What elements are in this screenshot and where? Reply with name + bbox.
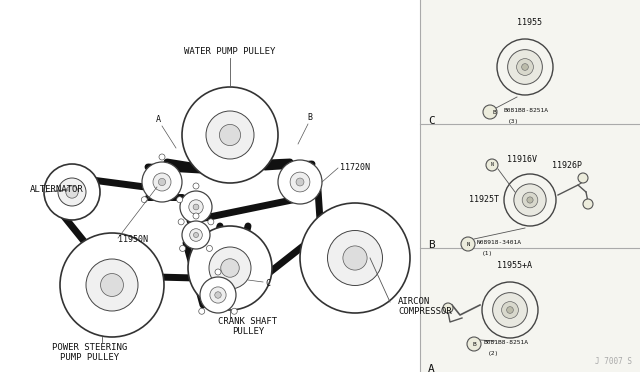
Circle shape: [193, 213, 199, 219]
Circle shape: [182, 221, 210, 249]
Text: 11955+A: 11955+A: [497, 261, 532, 270]
Circle shape: [193, 183, 199, 189]
Text: (3): (3): [508, 119, 519, 124]
Circle shape: [188, 226, 272, 310]
Circle shape: [504, 174, 556, 226]
Circle shape: [209, 247, 251, 289]
Text: (2): (2): [488, 350, 499, 356]
Text: CRANK SHAFT: CRANK SHAFT: [218, 317, 278, 327]
Circle shape: [189, 229, 202, 241]
Text: B: B: [492, 109, 496, 115]
Circle shape: [44, 164, 100, 220]
Circle shape: [482, 282, 538, 338]
Text: C: C: [428, 116, 435, 126]
Circle shape: [508, 49, 542, 84]
Circle shape: [231, 308, 237, 314]
Text: B081B8-8251A: B081B8-8251A: [484, 340, 529, 344]
Circle shape: [142, 162, 182, 202]
Circle shape: [86, 259, 138, 311]
Circle shape: [178, 219, 184, 225]
Circle shape: [467, 337, 481, 351]
Circle shape: [493, 293, 527, 327]
Circle shape: [221, 259, 239, 277]
Circle shape: [461, 237, 475, 251]
Text: N: N: [491, 163, 493, 167]
Text: ALTERNATOR: ALTERNATOR: [30, 186, 84, 195]
Circle shape: [58, 178, 86, 206]
Circle shape: [182, 87, 278, 183]
Text: WATER PUMP PULLEY: WATER PUMP PULLEY: [184, 48, 276, 57]
Circle shape: [180, 246, 186, 251]
Text: 11916V: 11916V: [507, 155, 537, 164]
Circle shape: [66, 186, 78, 198]
Text: B: B: [472, 341, 476, 346]
Circle shape: [583, 199, 593, 209]
Circle shape: [290, 172, 310, 192]
Circle shape: [443, 303, 453, 313]
Text: B: B: [428, 240, 435, 250]
Circle shape: [300, 203, 410, 313]
Circle shape: [497, 39, 553, 95]
Circle shape: [206, 111, 254, 159]
Text: B: B: [307, 113, 312, 122]
Text: POWER STEERING: POWER STEERING: [52, 343, 127, 353]
Circle shape: [328, 231, 383, 285]
Text: B081B8-8251A: B081B8-8251A: [504, 108, 549, 112]
Circle shape: [502, 302, 518, 318]
Circle shape: [215, 269, 221, 275]
Circle shape: [210, 287, 226, 303]
Circle shape: [180, 191, 212, 223]
Circle shape: [343, 246, 367, 270]
Text: 11950N: 11950N: [118, 235, 148, 244]
Circle shape: [220, 125, 241, 145]
Circle shape: [207, 246, 212, 251]
Circle shape: [296, 178, 304, 186]
Text: PULLEY: PULLEY: [232, 327, 264, 337]
Text: A: A: [428, 364, 435, 372]
Circle shape: [208, 219, 214, 225]
Text: N08918-3401A: N08918-3401A: [477, 240, 522, 244]
Circle shape: [141, 197, 147, 203]
Text: N: N: [467, 241, 470, 247]
Text: 11925T: 11925T: [469, 196, 499, 205]
Circle shape: [60, 233, 164, 337]
Text: 11720N: 11720N: [340, 164, 370, 173]
Circle shape: [522, 64, 529, 70]
Text: 11955: 11955: [518, 18, 543, 27]
Text: A: A: [156, 115, 161, 125]
Circle shape: [100, 273, 124, 296]
Bar: [420, 0, 640, 372]
Circle shape: [177, 197, 182, 203]
Text: J 7007 S: J 7007 S: [595, 357, 632, 366]
Circle shape: [507, 307, 513, 313]
Circle shape: [278, 160, 322, 204]
Circle shape: [514, 184, 546, 216]
Circle shape: [159, 179, 166, 186]
Circle shape: [193, 232, 198, 237]
Circle shape: [578, 173, 588, 183]
Circle shape: [527, 197, 533, 203]
Text: AIRCON: AIRCON: [398, 298, 430, 307]
Circle shape: [522, 192, 538, 208]
Text: PUMP PULLEY: PUMP PULLEY: [60, 353, 120, 362]
Circle shape: [199, 308, 205, 314]
Circle shape: [193, 204, 199, 210]
Circle shape: [153, 173, 171, 191]
Text: C: C: [265, 279, 270, 288]
Circle shape: [200, 277, 236, 313]
Circle shape: [159, 154, 165, 160]
Text: (1): (1): [482, 250, 493, 256]
Circle shape: [486, 159, 498, 171]
Text: COMPRESSOR: COMPRESSOR: [398, 308, 452, 317]
Circle shape: [215, 292, 221, 298]
Circle shape: [516, 59, 533, 76]
Circle shape: [483, 105, 497, 119]
Circle shape: [189, 200, 204, 214]
Text: 11926P: 11926P: [552, 160, 582, 170]
